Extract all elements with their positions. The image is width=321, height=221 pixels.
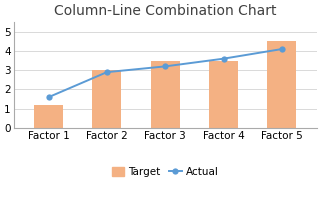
Bar	[34, 105, 63, 128]
Bar	[209, 61, 238, 128]
Legend: Target, Actual: Target, Actual	[108, 163, 223, 181]
Bar	[92, 70, 121, 128]
Bar	[151, 61, 180, 128]
Bar	[267, 41, 296, 128]
Title: Column-Line Combination Chart: Column-Line Combination Chart	[54, 4, 276, 18]
